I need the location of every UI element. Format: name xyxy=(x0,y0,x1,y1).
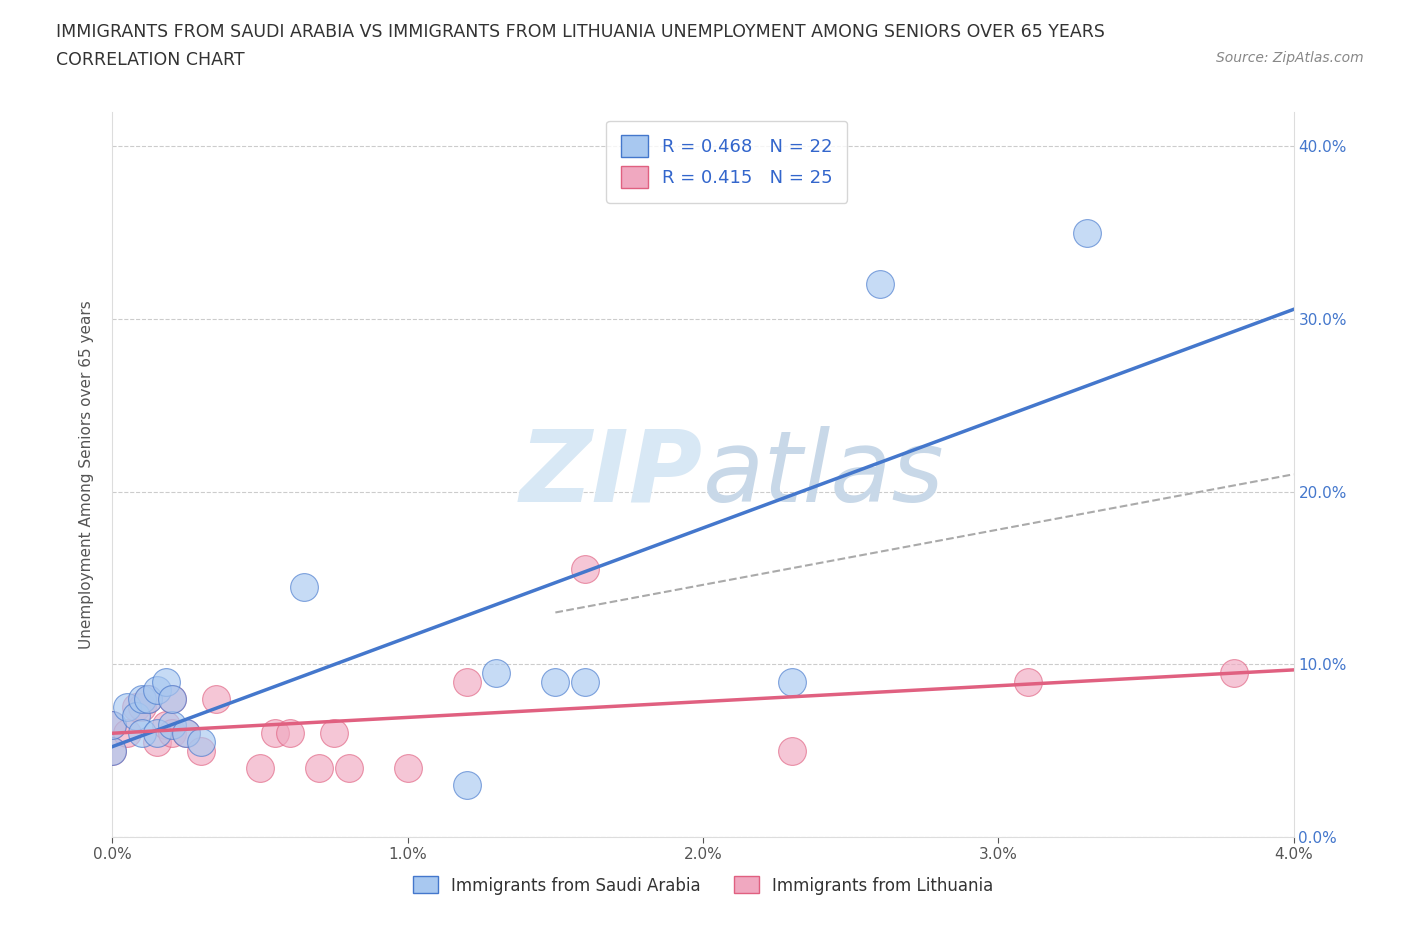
Point xyxy=(101,717,124,732)
Point xyxy=(1076,225,1098,240)
Point xyxy=(101,717,124,732)
Point xyxy=(155,717,177,732)
Point xyxy=(136,691,159,706)
Point xyxy=(323,726,346,741)
Point xyxy=(160,717,183,732)
Point xyxy=(101,743,124,758)
Point xyxy=(264,726,287,741)
Point xyxy=(131,726,153,741)
Text: Source: ZipAtlas.com: Source: ZipAtlas.com xyxy=(1216,51,1364,65)
Point xyxy=(101,743,124,758)
Text: IMMIGRANTS FROM SAUDI ARABIA VS IMMIGRANTS FROM LITHUANIA UNEMPLOYMENT AMONG SEN: IMMIGRANTS FROM SAUDI ARABIA VS IMMIGRAN… xyxy=(56,23,1105,41)
Point xyxy=(1223,666,1246,681)
Point xyxy=(780,743,803,758)
Point xyxy=(117,700,138,715)
Point xyxy=(780,674,803,689)
Point xyxy=(125,700,148,715)
Point xyxy=(174,726,197,741)
Point xyxy=(160,691,183,706)
Text: atlas: atlas xyxy=(703,426,945,523)
Point xyxy=(205,691,228,706)
Point xyxy=(456,674,478,689)
Point xyxy=(574,674,596,689)
Point xyxy=(131,700,153,715)
Text: ZIP: ZIP xyxy=(520,426,703,523)
Point xyxy=(292,579,315,594)
Point xyxy=(1017,674,1039,689)
Point xyxy=(146,735,169,750)
Point xyxy=(396,761,419,776)
Point xyxy=(174,726,197,741)
Legend: R = 0.468   N = 22, R = 0.415   N = 25: R = 0.468 N = 22, R = 0.415 N = 25 xyxy=(606,121,848,203)
Point xyxy=(456,777,478,792)
Point xyxy=(125,709,148,724)
Point xyxy=(146,683,169,698)
Point xyxy=(485,666,508,681)
Point xyxy=(136,691,159,706)
Y-axis label: Unemployment Among Seniors over 65 years: Unemployment Among Seniors over 65 years xyxy=(79,300,94,649)
Point xyxy=(160,691,183,706)
Point xyxy=(337,761,360,776)
Point xyxy=(544,674,567,689)
Point xyxy=(146,726,169,741)
Point xyxy=(278,726,301,741)
Text: CORRELATION CHART: CORRELATION CHART xyxy=(56,51,245,69)
Point xyxy=(155,674,177,689)
Point xyxy=(190,743,212,758)
Point xyxy=(869,277,891,292)
Point xyxy=(574,562,596,577)
Point xyxy=(160,726,183,741)
Point xyxy=(131,691,153,706)
Point xyxy=(308,761,330,776)
Point xyxy=(117,726,138,741)
Point xyxy=(249,761,271,776)
Point xyxy=(190,735,212,750)
